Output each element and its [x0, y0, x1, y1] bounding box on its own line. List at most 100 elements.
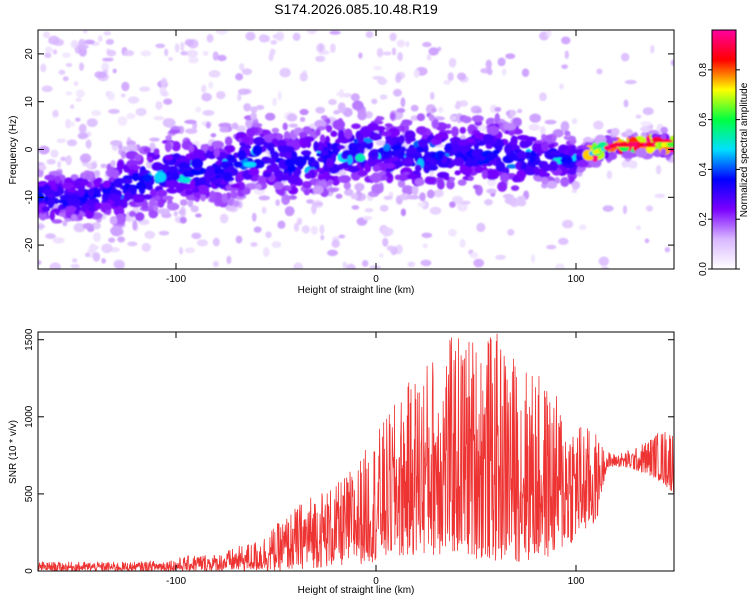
spectrogram-cell — [429, 114, 435, 121]
spectrogram-cell — [320, 134, 325, 143]
spectrogram-cell — [596, 68, 602, 74]
spectrogram-cell — [565, 50, 569, 59]
spectrogram-cell — [399, 135, 405, 145]
spectrogram-cell — [377, 48, 383, 57]
spectrogram-cell — [383, 144, 390, 152]
spectrogram-cell — [154, 172, 166, 182]
spectrogram-cell — [253, 137, 265, 146]
spectrogram-cell — [495, 113, 500, 124]
spectrogram-cell — [101, 258, 106, 264]
spectrogram-cell — [385, 163, 395, 169]
spectrogram-cell — [438, 107, 444, 113]
spectrogram-cell — [252, 213, 257, 222]
spectrogram-cell — [102, 180, 110, 188]
spectrogram-cell — [319, 44, 323, 53]
spectrogram-cell — [643, 107, 654, 115]
spectrogram-cell — [347, 155, 352, 165]
spectrogram-cell — [242, 68, 252, 75]
spectrogram-cell — [401, 209, 406, 217]
spectrogram-x-tick-label: -100 — [166, 274, 186, 285]
spectrogram-cell — [541, 177, 548, 185]
spectrogram-cell — [565, 156, 573, 164]
spectrogram-cell — [476, 223, 485, 232]
spectrogram-cell — [367, 123, 378, 131]
spectrogram-cell — [355, 154, 365, 162]
spectrogram-cell — [185, 248, 195, 254]
spectrogram-cell — [277, 221, 285, 229]
spectrogram-cell — [226, 256, 231, 265]
spectrogram-cell — [42, 206, 50, 212]
snr-y-tick-label: 1500 — [24, 328, 35, 351]
spectrogram-cell — [625, 129, 633, 136]
spectrogram-cell — [326, 158, 334, 168]
spectrogram-cell — [124, 191, 132, 199]
spectrogram-cell — [47, 159, 56, 165]
spectrogram-cell — [209, 70, 221, 78]
spectrogram-cell — [276, 140, 286, 146]
spectrogram-cell — [216, 91, 226, 99]
spectrogram-cell — [143, 147, 150, 152]
spectrogram-cell — [495, 255, 506, 260]
spectrogram-cell — [306, 199, 314, 204]
spectrogram-cell — [390, 33, 397, 42]
spectrogram-cell — [380, 205, 389, 212]
spectrogram-cell — [243, 103, 251, 111]
spectrogram-cell — [351, 143, 360, 148]
spectrogram-cell — [561, 64, 568, 69]
spectrogram-cell — [466, 162, 475, 167]
spectrogram-cell — [273, 182, 283, 190]
spectrogram-y-tick-label: -10 — [24, 190, 35, 205]
spectrogram-x-tick-label: 0 — [373, 274, 379, 285]
spectrogram-cell — [108, 109, 120, 114]
spectrogram-cell — [496, 158, 501, 165]
spectrogram-cell — [528, 124, 540, 131]
spectrogram-cell — [85, 253, 90, 257]
spectrogram-cell — [167, 203, 179, 211]
spectrogram-cell — [108, 237, 115, 242]
spectrogram-cell — [129, 211, 136, 217]
spectrogram-cell — [599, 256, 609, 266]
spectrogram-cell — [549, 151, 561, 156]
spectrogram-cell — [115, 262, 125, 268]
spectrogram-cell — [191, 205, 199, 212]
spectrogram-cell — [330, 131, 337, 137]
spectrogram-cell — [418, 202, 426, 207]
spectrogram-cell — [414, 69, 420, 78]
spectrogram-cell — [285, 206, 295, 216]
spectrogram-cell — [302, 225, 310, 233]
spectrogram-cell — [178, 210, 185, 215]
spectrogram-cell — [101, 243, 112, 253]
snr-x-tick-label: 100 — [568, 576, 585, 587]
spectrogram-cell — [219, 127, 228, 133]
spectrogram-cell — [259, 195, 270, 200]
spectrogram-cell — [155, 44, 165, 49]
spectrogram-cell — [321, 115, 328, 120]
spectrogram-cell — [245, 32, 255, 41]
spectrogram-cell — [337, 145, 345, 149]
spectrogram-cell — [179, 247, 183, 255]
spectrogram-cell — [507, 229, 514, 236]
spectrogram-cell — [278, 174, 290, 181]
spectrogram-cell — [153, 116, 164, 120]
spectrogram-cell — [645, 238, 650, 243]
spectrogram-cell — [55, 176, 61, 184]
spectrogram-cell — [346, 264, 355, 273]
spectrogram-cell — [494, 107, 501, 112]
spectrogram-cell — [164, 155, 173, 160]
spectrogram-cell — [448, 229, 457, 236]
spectrogram-cell — [48, 36, 60, 45]
spectrogram-cell — [475, 109, 482, 113]
spectrogram-cell — [110, 160, 116, 167]
spectrogram-cell — [195, 107, 201, 113]
spectrogram-cell — [182, 170, 191, 177]
spectrogram-cell — [191, 158, 203, 168]
spectrogram-cell — [272, 98, 277, 106]
spectrogram-cell — [366, 31, 374, 38]
colorbar: 0.00.20.40.60.8 Normalized spectral ampl… — [698, 30, 750, 276]
spectrogram-cell — [262, 207, 267, 214]
spectrogram-cell — [230, 190, 238, 199]
spectrogram-cell — [392, 137, 397, 143]
spectrogram-cell — [250, 113, 257, 121]
spectrogram-cell — [304, 189, 310, 195]
spectrogram-y-tick-label: 10 — [24, 96, 35, 108]
